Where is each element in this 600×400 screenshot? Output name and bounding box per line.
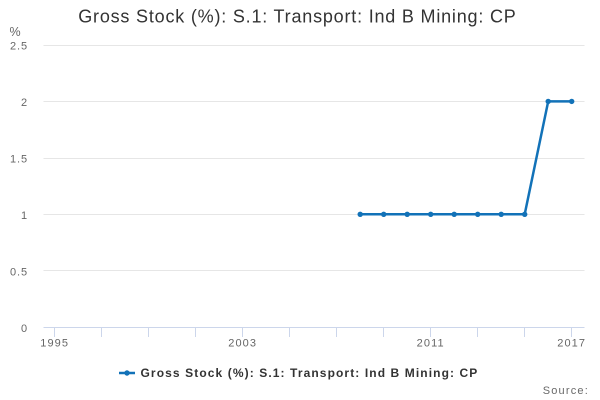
svg-text:0.5: 0.5 xyxy=(10,267,28,279)
svg-text:2003: 2003 xyxy=(228,337,257,349)
svg-text:1: 1 xyxy=(21,210,28,222)
svg-text:2011: 2011 xyxy=(417,337,445,349)
svg-text:Gross Stock (%): S.1: Transpor: Gross Stock (%): S.1: Transport: Ind B M… xyxy=(141,366,479,380)
svg-text:Source:: Source: xyxy=(543,385,589,397)
svg-text:2017: 2017 xyxy=(557,337,586,349)
svg-text:0: 0 xyxy=(21,323,28,335)
svg-text:%: % xyxy=(10,25,21,39)
svg-text:2.5: 2.5 xyxy=(10,41,28,53)
svg-text:Gross Stock (%): S.1: Transpor: Gross Stock (%): S.1: Transport: Ind B M… xyxy=(78,7,516,27)
svg-text:2: 2 xyxy=(21,97,28,109)
svg-text:1995: 1995 xyxy=(40,337,69,349)
svg-text:1.5: 1.5 xyxy=(10,154,28,166)
